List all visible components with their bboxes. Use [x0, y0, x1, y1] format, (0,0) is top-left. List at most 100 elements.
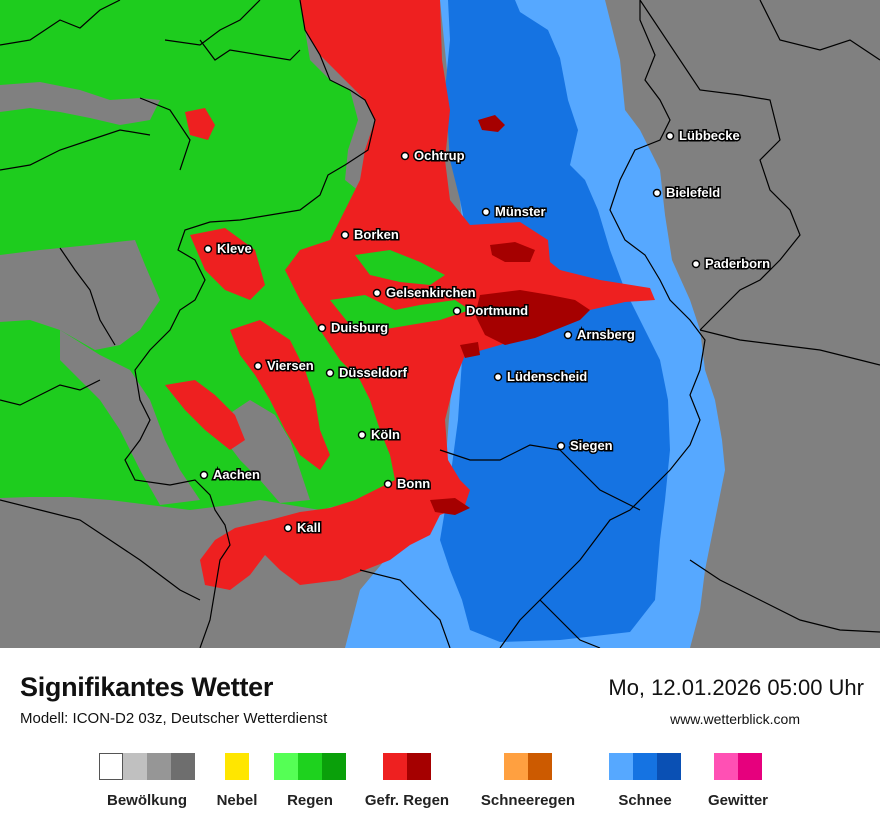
- forecast-datetime: Mo, 12.01.2026 05:00 Uhr: [608, 675, 864, 700]
- city-label: Köln: [371, 427, 400, 442]
- page-title: Signifikantes Wetter: [20, 672, 274, 702]
- city-dot: [203, 244, 213, 254]
- legend-swatch: [322, 753, 346, 780]
- legend-swatch: [504, 753, 528, 780]
- legend-swatch: [657, 753, 681, 780]
- legend-swatch: [383, 753, 407, 780]
- city-label: Gelsenkirchen: [386, 285, 476, 300]
- freezing-rain-streak: [185, 108, 215, 140]
- legend-swatch: [528, 753, 552, 780]
- legend-swatch: [298, 753, 322, 780]
- city-marker: Lübbecke: [665, 127, 741, 145]
- legend-swatch: [171, 753, 195, 780]
- legend-swatch: [123, 753, 147, 780]
- city-dot: [493, 372, 503, 382]
- city-label: Bonn: [397, 476, 430, 491]
- legend-swatch: [147, 753, 171, 780]
- freezing-rain-heavy-area: [475, 290, 590, 345]
- city-label: Bielefeld: [666, 185, 720, 200]
- city-marker: Kleve: [203, 240, 253, 258]
- city-dot: [665, 131, 675, 141]
- city-label: Duisburg: [331, 320, 388, 335]
- cloud-gray-patch: [0, 82, 160, 125]
- city-marker: Bielefeld: [652, 184, 722, 202]
- legend-item: Bewölkung: [82, 753, 212, 809]
- freezing-rain-heavy-area: [478, 115, 505, 132]
- freezing-rain-heavy-area: [430, 498, 470, 515]
- city-label: Kleve: [217, 241, 252, 256]
- freezing-rain-streak: [165, 380, 245, 450]
- freezing-rain-streak: [230, 320, 330, 470]
- map-footer: Signifikantes Wetter Modell: ICON-D2 03z…: [0, 648, 880, 830]
- city-dot: [372, 288, 382, 298]
- city-dot: [556, 441, 566, 451]
- legend-label: Regen: [287, 792, 333, 809]
- city-label: Borken: [354, 227, 399, 242]
- cloud-gray-patch: [220, 400, 310, 503]
- rain-streak: [330, 295, 470, 330]
- legend-label: Nebel: [216, 792, 258, 809]
- legend-swatch: [99, 753, 123, 780]
- legend-label: Bewölkung: [106, 792, 187, 809]
- legend-swatch: [274, 753, 298, 780]
- legend-item: Regen: [245, 753, 375, 809]
- city-marker: Münster: [481, 203, 547, 221]
- city-marker: Kall: [283, 519, 322, 537]
- legend-item: Schneeregen: [463, 753, 593, 809]
- city-label: Paderborn: [705, 256, 770, 271]
- city-label: Siegen: [570, 438, 613, 453]
- freezing-rain-heavy-area: [460, 342, 480, 358]
- city-label: Aachen: [213, 467, 260, 482]
- city-marker: Viersen: [253, 357, 315, 375]
- city-dot: [691, 259, 701, 269]
- legend-swatches: [82, 753, 212, 780]
- city-marker: Köln: [357, 426, 401, 444]
- legend-swatch: [609, 753, 633, 780]
- rain-streak: [355, 250, 445, 285]
- city-dot: [563, 330, 573, 340]
- city-label: Arnsberg: [577, 327, 635, 342]
- city-label: Münster: [495, 204, 546, 219]
- city-marker: Ochtrup: [400, 147, 466, 165]
- city-dot: [481, 207, 491, 217]
- legend-item: Schnee: [580, 753, 710, 809]
- legend: Bewölkung Nebel Regen Gefr. Regen Schneerege…: [0, 753, 880, 823]
- city-label: Ochtrup: [414, 148, 465, 163]
- city-marker: Arnsberg: [563, 326, 636, 344]
- border-lines: [0, 0, 880, 648]
- city-label: Kall: [297, 520, 321, 535]
- legend-swatch: [714, 753, 738, 780]
- city-dot: [253, 361, 263, 371]
- city-marker: Duisburg: [317, 319, 390, 337]
- city-dot: [383, 479, 393, 489]
- city-label: Lüdenscheid: [507, 369, 587, 384]
- legend-swatch: [633, 753, 657, 780]
- city-dot: [340, 230, 350, 240]
- legend-swatches: [580, 753, 710, 780]
- legend-label: Gewitter: [707, 792, 768, 809]
- website-link[interactable]: www.wetterblick.com: [670, 711, 800, 727]
- cloud-gray-patch: [0, 240, 160, 350]
- city-label: Dortmund: [466, 303, 528, 318]
- city-marker: Bonn: [383, 475, 432, 493]
- legend-label: Gefr. Regen: [364, 792, 450, 809]
- city-dot: [400, 151, 410, 161]
- legend-label: Schnee: [618, 792, 672, 809]
- city-marker: Lüdenscheid: [493, 368, 589, 386]
- legend-item: Gewitter: [673, 753, 803, 809]
- city-dot: [325, 368, 335, 378]
- city-marker: Siegen: [556, 437, 614, 455]
- legend-swatch: [407, 753, 431, 780]
- legend-item: Nebel: [172, 753, 302, 809]
- city-dot: [452, 306, 462, 316]
- weather-map: Ochtrup Lübbecke Bielefeld Münster Borken Kle…: [0, 0, 880, 648]
- legend-swatch: [738, 753, 762, 780]
- city-dot: [357, 430, 367, 440]
- legend-swatches: [245, 753, 375, 780]
- legend-swatches: [463, 753, 593, 780]
- legend-swatch: [225, 753, 249, 780]
- model-info: Modell: ICON-D2 03z, Deutscher Wetterdie…: [20, 710, 328, 727]
- city-dot: [199, 470, 209, 480]
- city-marker: Gelsenkirchen: [372, 284, 477, 302]
- city-dot: [652, 188, 662, 198]
